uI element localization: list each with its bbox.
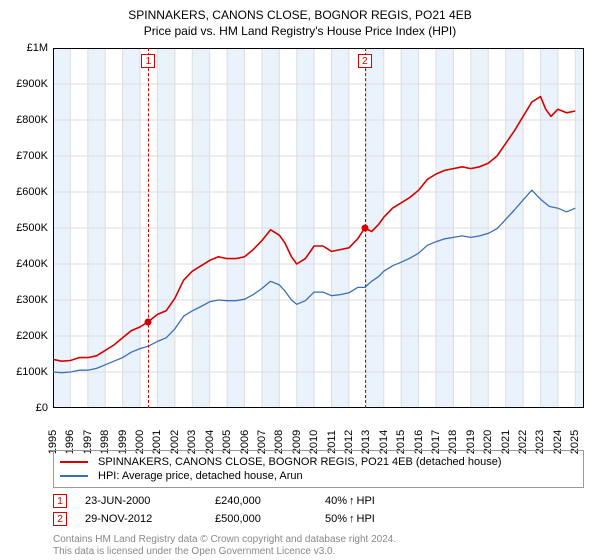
y-tick-label: £500K <box>16 222 48 234</box>
marker-price: £500,000 <box>215 513 325 525</box>
attribution-line1: Contains HM Land Registry data © Crown c… <box>53 534 584 546</box>
y-tick-label: £400K <box>16 258 48 270</box>
x-axis-labels: 1995199619971998199920002001200220032004… <box>53 410 584 450</box>
marker-line <box>148 48 149 408</box>
marker-row: 1 23-JUN-2000£240,00040%↑ HPI <box>53 492 584 510</box>
marker-row: 2 29-NOV-2012£500,00050%↑ HPI <box>53 510 584 528</box>
marker-pct: 40%↑ HPI <box>325 495 375 507</box>
marker-table: 1 23-JUN-2000£240,00040%↑ HPI 2 29-NOV-2012… <box>53 492 584 528</box>
chart-area: £0£100K£200K£300K£400K£500K£600K£700K£80… <box>53 48 584 408</box>
legend-item: HPI: Average price, detached house, Arun <box>60 469 577 483</box>
marker-pct: 50%↑ HPI <box>325 513 375 525</box>
y-tick-label: £200K <box>16 330 48 342</box>
marker-index-box: 2 <box>53 512 67 526</box>
chart-container: SPINNAKERS, CANONS CLOSE, BOGNOR REGIS, … <box>0 0 600 560</box>
marker-point <box>145 318 152 325</box>
y-tick-label: £100K <box>16 366 48 378</box>
chart-subtitle: Price paid vs. HM Land Registry's House … <box>0 22 600 44</box>
legend-swatch <box>60 461 88 463</box>
legend-label: SPINNAKERS, CANONS CLOSE, BOGNOR REGIS, … <box>98 456 501 468</box>
up-arrow-icon: ↑ <box>349 495 355 507</box>
y-tick-label: £800K <box>16 114 48 126</box>
chart-title: SPINNAKERS, CANONS CLOSE, BOGNOR REGIS, … <box>0 0 600 22</box>
marker-price: £240,000 <box>215 495 325 507</box>
marker-tag: 1 <box>141 54 155 68</box>
legend-swatch <box>60 475 88 477</box>
y-tick-label: £1M <box>27 42 48 54</box>
marker-point <box>361 225 368 232</box>
attribution-line2: This data is licensed under the Open Gov… <box>53 546 584 558</box>
y-tick-label: £300K <box>16 294 48 306</box>
chart-plot <box>53 48 584 408</box>
up-arrow-icon: ↑ <box>349 513 355 525</box>
legend-item: SPINNAKERS, CANONS CLOSE, BOGNOR REGIS, … <box>60 455 577 469</box>
legend-label: HPI: Average price, detached house, Arun <box>98 470 303 482</box>
y-tick-label: £600K <box>16 186 48 198</box>
marker-date: 23-JUN-2000 <box>85 495 215 507</box>
y-tick-label: £700K <box>16 150 48 162</box>
marker-date: 29-NOV-2012 <box>85 513 215 525</box>
attribution: Contains HM Land Registry data © Crown c… <box>53 534 584 558</box>
legend: SPINNAKERS, CANONS CLOSE, BOGNOR REGIS, … <box>53 450 584 488</box>
marker-tag: 2 <box>358 54 372 68</box>
y-tick-label: £900K <box>16 78 48 90</box>
marker-index-box: 1 <box>53 494 67 508</box>
y-tick-label: £0 <box>36 402 48 414</box>
